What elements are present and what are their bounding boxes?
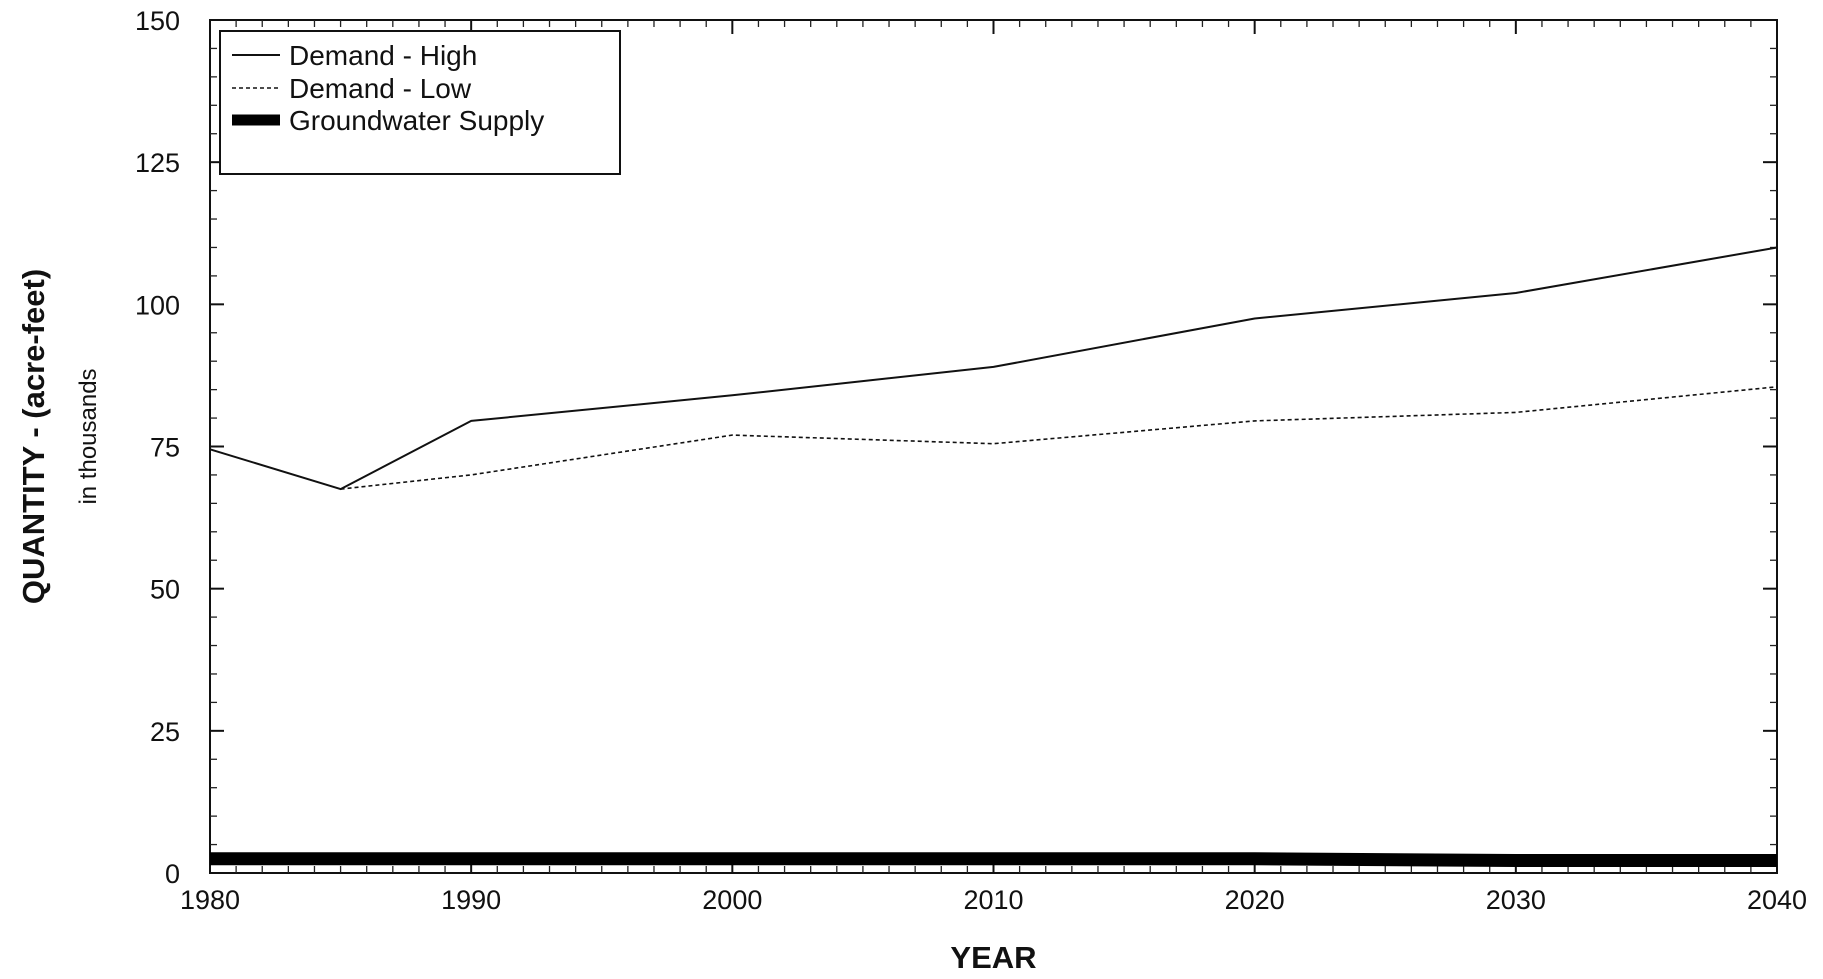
minor-ticks xyxy=(210,20,1777,873)
legend: Demand - High Demand - Low Groundwater S… xyxy=(219,30,621,175)
legend-label-demand-high: Demand - High xyxy=(289,40,477,71)
y-axis-subtitle: in thousands xyxy=(75,368,102,504)
y-tick-label: 50 xyxy=(150,575,180,605)
x-tick-label: 2010 xyxy=(963,885,1023,915)
y-axis-title: QUANTITY - (acre-feet) xyxy=(16,269,51,604)
x-tick-label: 2040 xyxy=(1747,885,1807,915)
x-tick-label: 2000 xyxy=(702,885,762,915)
series-lines xyxy=(209,246,1778,867)
y-tick-label: 150 xyxy=(135,6,180,36)
y-tick-label: 125 xyxy=(135,148,180,178)
legend-label-groundwater-supply: Groundwater Supply xyxy=(289,105,544,136)
x-tick-label: 2030 xyxy=(1486,885,1546,915)
x-axis-title: YEAR xyxy=(950,940,1036,975)
y-tick-label: 75 xyxy=(150,433,180,463)
legend-box xyxy=(219,30,621,175)
series-line-demand-low xyxy=(340,386,1778,490)
series-line-demand-high xyxy=(209,246,1778,491)
x-tick-label: 2020 xyxy=(1225,885,1285,915)
y-tick-label: 0 xyxy=(165,859,180,889)
x-tick-label: 1980 xyxy=(180,885,240,915)
y-tick-label: 100 xyxy=(135,290,180,320)
legend-label-demand-low: Demand - Low xyxy=(289,73,472,104)
x-tick-label: 1990 xyxy=(441,885,501,915)
series-line-groundwater-supply xyxy=(210,852,1777,867)
y-tick-label: 25 xyxy=(150,717,180,747)
tick-labels: 1980 1990 2000 2010 2020 2030 2040 0 25 50 75 100 12… xyxy=(135,6,1807,915)
